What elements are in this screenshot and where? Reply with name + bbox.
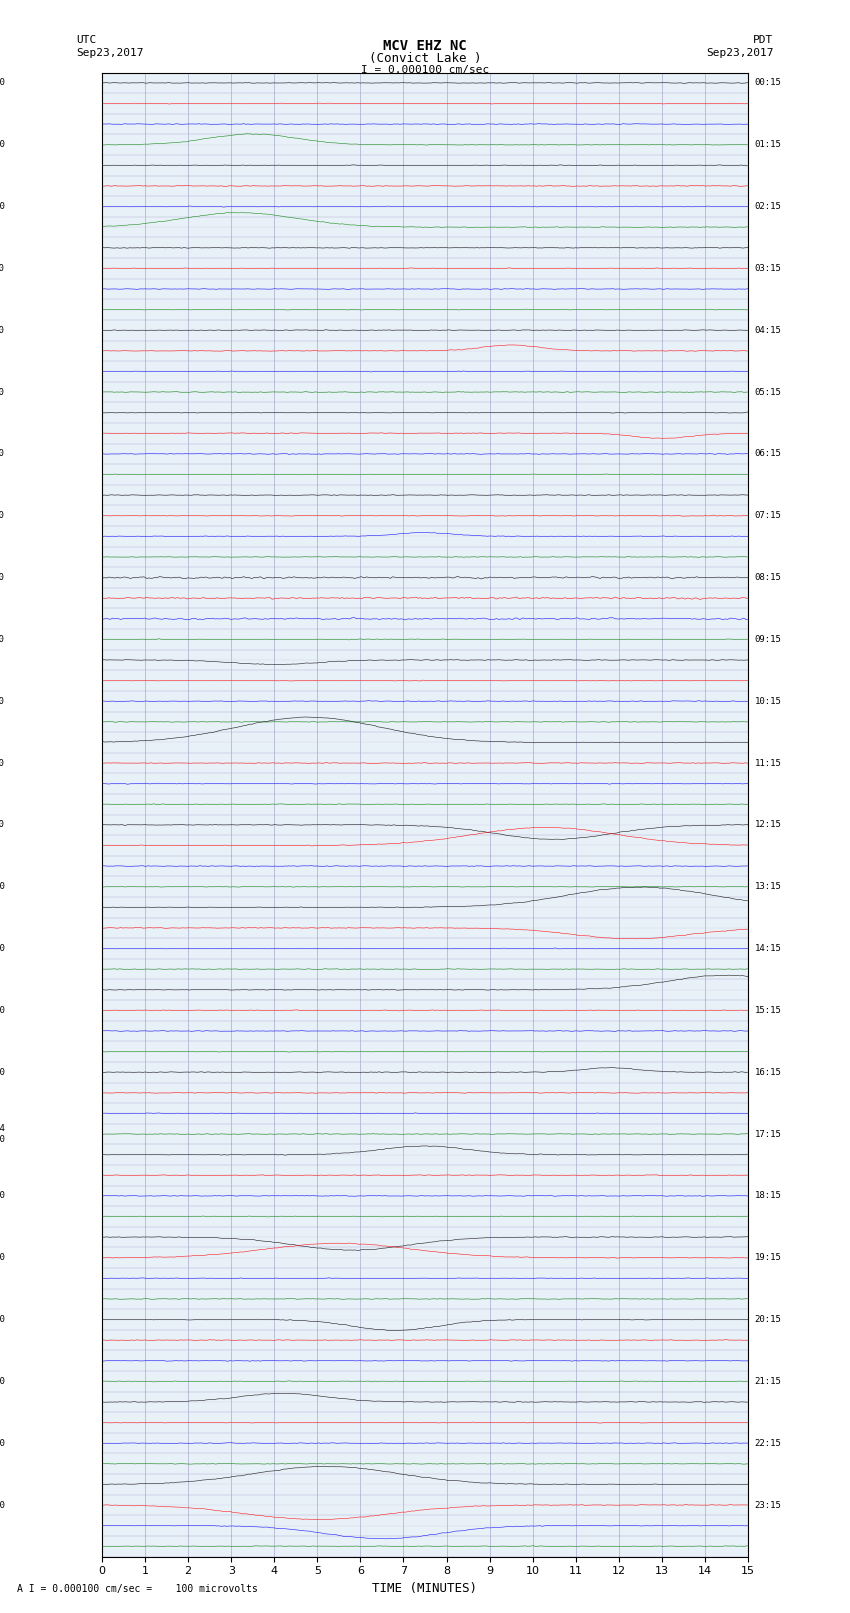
Text: 01:00: 01:00 — [0, 1192, 5, 1200]
Text: 02:00: 02:00 — [0, 1253, 5, 1263]
Text: 22:15: 22:15 — [755, 1439, 781, 1448]
Text: 11:15: 11:15 — [755, 758, 781, 768]
Text: Sep24
00:00: Sep24 00:00 — [0, 1124, 5, 1144]
Text: 12:15: 12:15 — [755, 821, 781, 829]
Text: 16:00: 16:00 — [0, 636, 5, 644]
Text: 11:00: 11:00 — [0, 326, 5, 336]
Text: 09:15: 09:15 — [755, 636, 781, 644]
Text: 10:15: 10:15 — [755, 697, 781, 706]
Text: PDT: PDT — [753, 35, 774, 45]
Text: 03:00: 03:00 — [0, 1315, 5, 1324]
Text: Sep23,2017: Sep23,2017 — [76, 48, 144, 58]
Text: 18:15: 18:15 — [755, 1192, 781, 1200]
Text: 17:00: 17:00 — [0, 697, 5, 706]
Text: MCV EHZ NC: MCV EHZ NC — [383, 39, 467, 53]
Text: 20:15: 20:15 — [755, 1315, 781, 1324]
Text: 15:15: 15:15 — [755, 1007, 781, 1015]
Text: 22:00: 22:00 — [0, 1007, 5, 1015]
Text: 06:15: 06:15 — [755, 450, 781, 458]
Text: 10:00: 10:00 — [0, 265, 5, 273]
Text: 21:15: 21:15 — [755, 1378, 781, 1386]
Text: A I = 0.000100 cm/sec =    100 microvolts: A I = 0.000100 cm/sec = 100 microvolts — [17, 1584, 258, 1594]
Text: 07:15: 07:15 — [755, 511, 781, 521]
Text: 08:00: 08:00 — [0, 140, 5, 150]
X-axis label: TIME (MINUTES): TIME (MINUTES) — [372, 1582, 478, 1595]
Text: UTC: UTC — [76, 35, 97, 45]
Text: 18:00: 18:00 — [0, 758, 5, 768]
Text: 19:00: 19:00 — [0, 821, 5, 829]
Text: (Convict Lake ): (Convict Lake ) — [369, 52, 481, 65]
Text: 01:15: 01:15 — [755, 140, 781, 150]
Text: 20:00: 20:00 — [0, 882, 5, 892]
Text: 08:15: 08:15 — [755, 573, 781, 582]
Text: 14:00: 14:00 — [0, 511, 5, 521]
Text: 04:15: 04:15 — [755, 326, 781, 336]
Text: 05:15: 05:15 — [755, 387, 781, 397]
Text: 04:00: 04:00 — [0, 1378, 5, 1386]
Text: 07:00: 07:00 — [0, 79, 5, 87]
Text: 02:15: 02:15 — [755, 202, 781, 211]
Text: 03:15: 03:15 — [755, 265, 781, 273]
Text: 14:15: 14:15 — [755, 944, 781, 953]
Text: 16:15: 16:15 — [755, 1068, 781, 1077]
Text: 19:15: 19:15 — [755, 1253, 781, 1263]
Text: 05:00: 05:00 — [0, 1439, 5, 1448]
Text: 13:15: 13:15 — [755, 882, 781, 892]
Text: 06:00: 06:00 — [0, 1500, 5, 1510]
Text: 23:00: 23:00 — [0, 1068, 5, 1077]
Text: 17:15: 17:15 — [755, 1129, 781, 1139]
Text: 09:00: 09:00 — [0, 202, 5, 211]
Text: Sep23,2017: Sep23,2017 — [706, 48, 774, 58]
Text: 15:00: 15:00 — [0, 573, 5, 582]
Text: I = 0.000100 cm/sec: I = 0.000100 cm/sec — [361, 65, 489, 74]
Text: 21:00: 21:00 — [0, 944, 5, 953]
Text: 00:15: 00:15 — [755, 79, 781, 87]
Text: 13:00: 13:00 — [0, 450, 5, 458]
Text: 23:15: 23:15 — [755, 1500, 781, 1510]
Text: 12:00: 12:00 — [0, 387, 5, 397]
